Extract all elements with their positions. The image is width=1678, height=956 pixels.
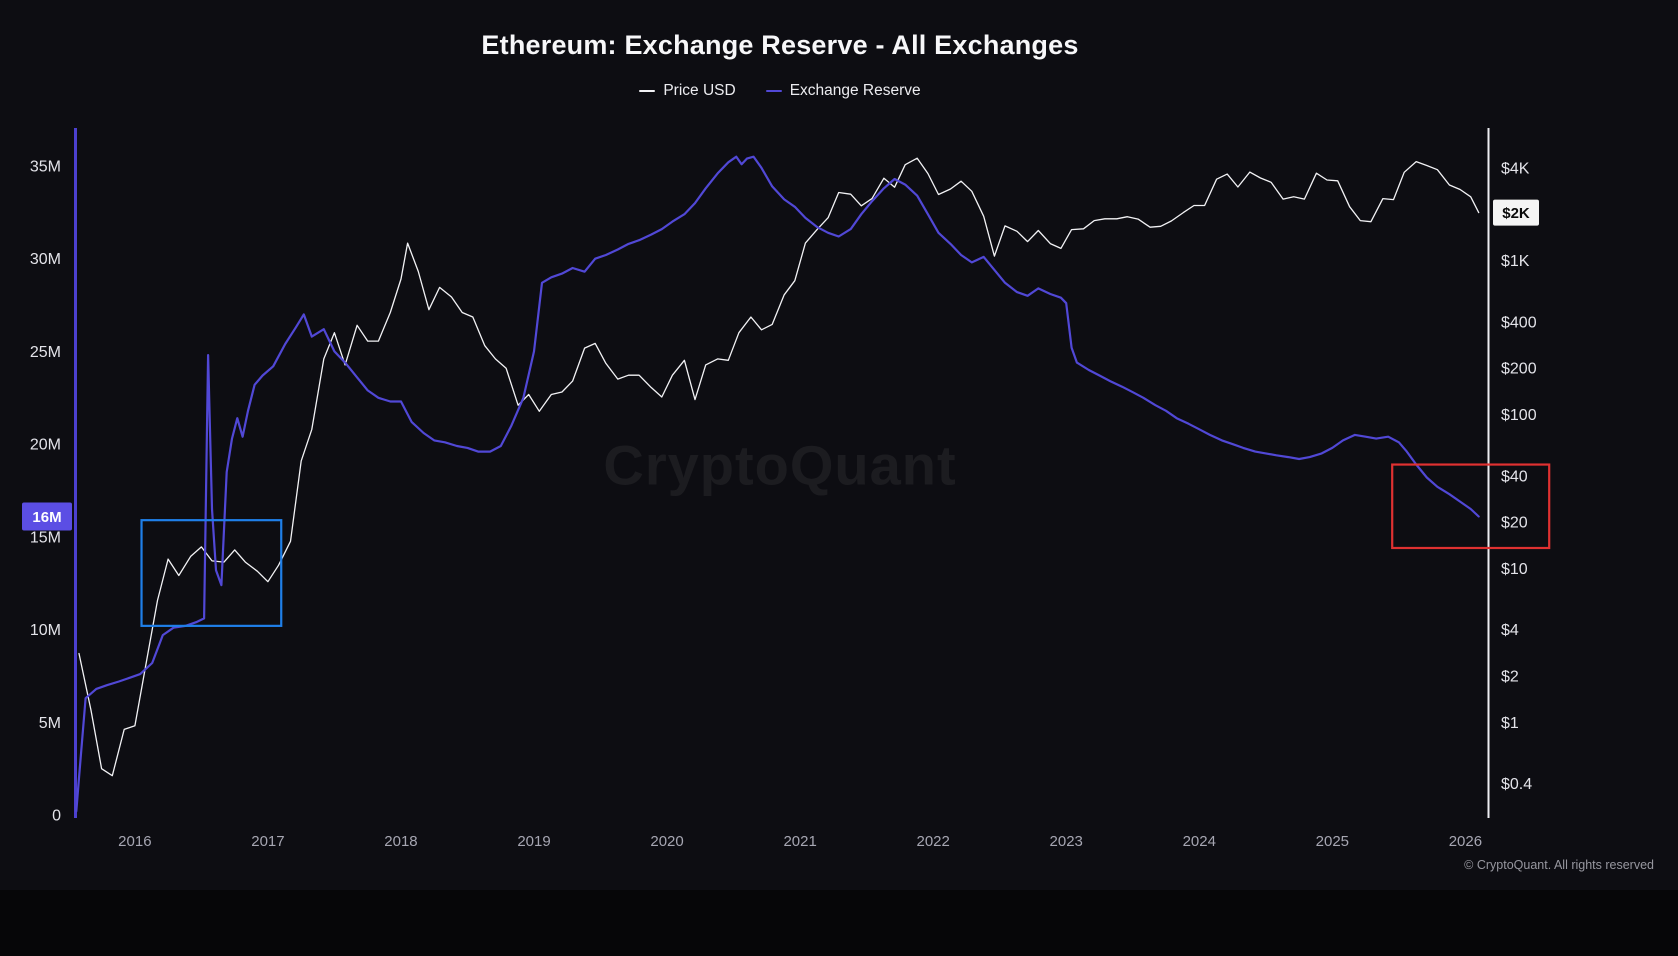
right-axis-tick: $1 bbox=[1501, 715, 1519, 732]
legend-item-exchange-reserve[interactable]: Exchange Reserve bbox=[765, 82, 921, 100]
left-axis-tick: 25M bbox=[30, 344, 61, 361]
right-axis-tick: $4K bbox=[1501, 160, 1530, 177]
legend-label: Price USD bbox=[663, 82, 736, 99]
x-axis-tick: 2023 bbox=[1050, 833, 1083, 850]
copyright: © CryptoQuant. All rights reserved bbox=[1464, 858, 1654, 872]
left-axis-tick: 10M bbox=[30, 622, 61, 639]
x-axis-tick: 2016 bbox=[118, 833, 151, 850]
x-axis-tick: 2025 bbox=[1316, 833, 1349, 850]
x-axis-tick: 2017 bbox=[251, 833, 284, 850]
price-last-value-label: $2K bbox=[1502, 205, 1530, 222]
left-axis-tick: 30M bbox=[30, 251, 61, 268]
x-axis-tick: 2020 bbox=[650, 833, 683, 850]
right-axis-tick: $20 bbox=[1501, 515, 1528, 532]
x-axis-tick: 2024 bbox=[1183, 833, 1216, 850]
legend-line-swatch bbox=[765, 90, 782, 92]
legend-label: Exchange Reserve bbox=[789, 82, 921, 99]
series-line-price-usd bbox=[78, 157, 1480, 777]
legend: Price USD Exchange Reserve bbox=[0, 82, 1560, 100]
left-axis-tick: 35M bbox=[30, 159, 61, 176]
right-axis-tick: $100 bbox=[1501, 407, 1537, 424]
right-axis-tick: $400 bbox=[1501, 314, 1537, 331]
right-axis-tick: $2 bbox=[1501, 669, 1519, 686]
highlight-box-2016 bbox=[140, 519, 283, 627]
legend-item-price-usd[interactable]: Price USD bbox=[639, 82, 736, 100]
reserve-last-value-badge bbox=[22, 502, 72, 531]
left-axis-tick: 20M bbox=[30, 437, 61, 454]
x-axis-tick: 2021 bbox=[783, 833, 816, 850]
x-axis-tick: 2019 bbox=[517, 833, 550, 850]
reserve-last-value-label: 16M bbox=[32, 509, 61, 526]
left-axis-tick: 0 bbox=[52, 808, 61, 825]
legend-line-swatch bbox=[639, 90, 656, 92]
right-axis-tick: $40 bbox=[1501, 468, 1528, 485]
highlight-box-2025 bbox=[1391, 463, 1551, 550]
bottom-bar bbox=[0, 890, 1678, 956]
left-axis-tick: 15M bbox=[30, 529, 61, 546]
right-axis-tick: $200 bbox=[1501, 361, 1537, 378]
right-axis-tick: $0.4 bbox=[1501, 776, 1532, 793]
left-axis-tick: 5M bbox=[39, 715, 61, 732]
series-line-exchange-reserve bbox=[75, 155, 1480, 813]
x-axis-tick: 2022 bbox=[916, 833, 949, 850]
x-axis-tick: 2018 bbox=[384, 833, 417, 850]
right-axis-tick: $1K bbox=[1501, 253, 1530, 270]
x-axis-tick: 2026 bbox=[1449, 833, 1482, 850]
chart-title: Ethereum: Exchange Reserve - All Exchang… bbox=[481, 30, 1079, 60]
price-last-value-badge bbox=[1493, 199, 1539, 226]
right-axis-tick: $4 bbox=[1501, 622, 1519, 639]
right-axis-tick: $10 bbox=[1501, 561, 1528, 578]
